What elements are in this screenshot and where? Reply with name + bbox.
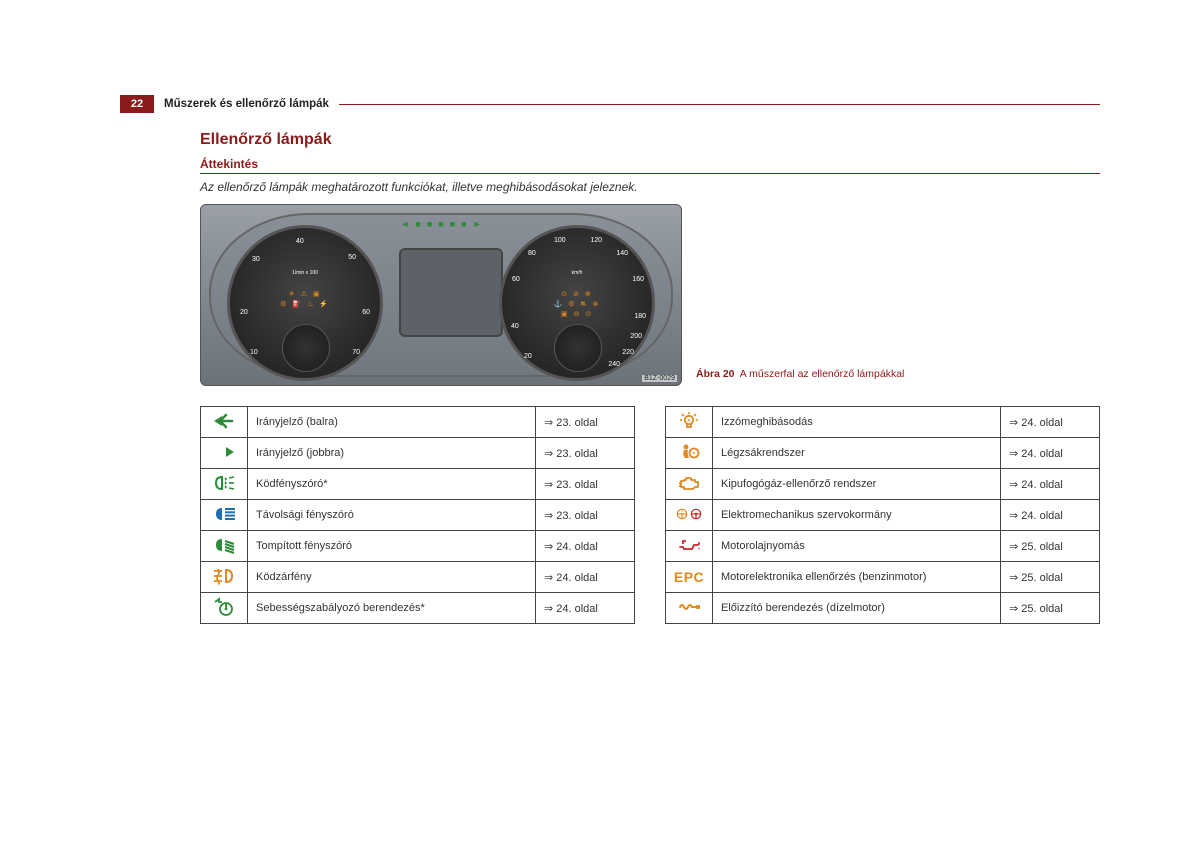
page-number: 22 [120,95,154,113]
tachometer: 10 20 30 40 50 60 70 1/min x 100 ☀ ⚠ ▣⚙ … [227,225,383,381]
low-beam-icon [201,531,248,562]
section-rule [200,173,1100,174]
page-reference: ⇒ 25. oldal [1001,593,1100,624]
warning-light-label: Elektromechanikus szervokormány [713,500,1001,531]
table-row: Izzómeghibásodás⇒ 24. oldal [666,407,1100,438]
page-reference: ⇒ 23. oldal [536,469,635,500]
page-reference: ⇒ 24. oldal [1001,407,1100,438]
table-row: Ködfényszóró*⇒ 23. oldal [201,469,635,500]
turn-left-icon [201,407,248,438]
page-reference: ⇒ 24. oldal [1001,500,1100,531]
warning-light-label: Izzómeghibásodás [713,407,1001,438]
fog-rear-icon [201,562,248,593]
figure-refcode: B1Z-0029 [642,375,677,382]
eps-icon [666,500,713,531]
high-beam-icon [201,500,248,531]
turn-right-icon [201,438,248,469]
warning-lights-table-right: Izzómeghibásodás⇒ 24. oldalLégzsákrendsz… [665,406,1100,624]
table-row: Előizzító berendezés (dízelmotor)⇒ 25. o… [666,593,1100,624]
page-reference: ⇒ 24. oldal [1001,438,1100,469]
figure-caption-text: A műszerfal az ellenőrző lámpákkal [740,368,905,380]
page-reference: ⇒ 24. oldal [536,562,635,593]
warning-light-label: Előizzító berendezés (dízelmotor) [713,593,1001,624]
engine-icon [666,469,713,500]
center-display [399,248,503,337]
warning-light-label: Ködfényszóró* [248,469,536,500]
figure-caption-label: Ábra 20 [696,368,735,380]
page-header: 22 Műszerek és ellenőrző lámpák [120,95,1100,113]
page-reference: ⇒ 24. oldal [536,593,635,624]
page-reference: ⇒ 24. oldal [1001,469,1100,500]
warning-light-label: Légzsákrendszer [713,438,1001,469]
bulb-fail-icon [666,407,713,438]
warning-light-label: Irányjelző (balra) [248,407,536,438]
table-row: Légzsákrendszer⇒ 24. oldal [666,438,1100,469]
page-reference: ⇒ 25. oldal [1001,562,1100,593]
intro-text: Az ellenőrző lámpák meghatározott funkci… [200,180,1100,194]
page-reference: ⇒ 23. oldal [536,407,635,438]
cruise-icon [201,593,248,624]
warning-light-label: Motorolajnyomás [713,531,1001,562]
glow-icon [666,593,713,624]
warning-light-label: Ködzárfény [248,562,536,593]
warning-light-label: Motorelektronika ellenőrzés (benzinmotor… [713,562,1001,593]
table-row: Ködzárfény⇒ 24. oldal [201,562,635,593]
table-row: Irányjelző (balra)⇒ 23. oldal [201,407,635,438]
table-row: Motorolajnyomás⇒ 25. oldal [666,531,1100,562]
warning-light-label: Sebességszabályozó berendezés* [248,593,536,624]
warning-light-label: Tompított fényszóró [248,531,536,562]
warning-lights-table-left: Irányjelző (balra)⇒ 23. oldalIrányjelző … [200,406,635,624]
cluster-top-indicators: ◄■■■■■► [400,219,481,229]
table-row: Irányjelző (jobbra)⇒ 23. oldal [201,438,635,469]
chapter-title: Műszerek és ellenőrző lámpák [164,98,329,110]
page-reference: ⇒ 25. oldal [1001,531,1100,562]
warning-light-label: Távolsági fényszóró [248,500,536,531]
fog-front-icon [201,469,248,500]
page-reference: ⇒ 23. oldal [536,500,635,531]
subsection-title: Áttekintés [200,157,1100,171]
warning-light-label: Kipufogógáz-ellenőrző rendszer [713,469,1001,500]
header-rule [339,104,1100,105]
table-row: Sebességszabályozó berendezés*⇒ 24. olda… [201,593,635,624]
speedometer: 20 40 60 80 100 120 140 160 180 200 220 … [499,225,655,381]
figure-caption: Ábra 20 A műszerfal az ellenőrző lámpákk… [696,368,904,380]
table-row: Tompított fényszóró⇒ 24. oldal [201,531,635,562]
table-row: Elektromechanikus szervokormány⇒ 24. old… [666,500,1100,531]
oil-icon [666,531,713,562]
page-reference: ⇒ 24. oldal [536,531,635,562]
table-row: EPCMotorelektronika ellenőrzés (benzinmo… [666,562,1100,593]
airbag-icon [666,438,713,469]
dashboard-figure: ◄■■■■■► 10 20 30 40 50 60 70 1/min x 100… [200,204,682,386]
warning-light-label: Irányjelző (jobbra) [248,438,536,469]
table-row: Távolsági fényszóró⇒ 23. oldal [201,500,635,531]
epc-icon: EPC [666,562,713,593]
table-row: Kipufogógáz-ellenőrző rendszer⇒ 24. olda… [666,469,1100,500]
section-title: Ellenőrző lámpák [200,131,1100,149]
page-reference: ⇒ 23. oldal [536,438,635,469]
